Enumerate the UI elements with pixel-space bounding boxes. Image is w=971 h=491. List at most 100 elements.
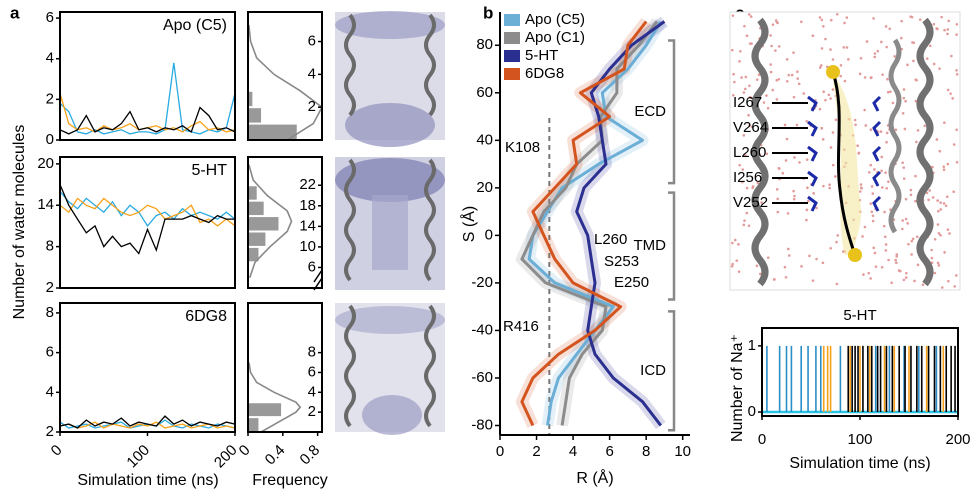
water-dot [745, 186, 749, 190]
water-dot [880, 169, 883, 173]
water-dot [939, 208, 943, 211]
water-dot [909, 188, 913, 192]
water-dot [869, 202, 873, 205]
water-dot [889, 90, 892, 94]
water-dot [940, 15, 943, 19]
plot-frame [59, 302, 236, 433]
y-tick-label: 0 [485, 226, 493, 243]
region-label: ICD [640, 362, 666, 379]
water-dot [742, 91, 746, 94]
water-dot [906, 222, 910, 225]
water-dot [745, 211, 749, 215]
water-dot [836, 234, 840, 237]
water-dot [895, 253, 899, 256]
y-tick-label: 6 [46, 9, 54, 26]
water-dot [785, 137, 789, 141]
region-bracket [668, 191, 676, 301]
water-dot [747, 224, 751, 228]
water-dot [818, 107, 822, 111]
histogram-bar [248, 232, 266, 246]
y-tick-label: 8 [308, 344, 316, 361]
water-dot [937, 264, 941, 267]
water-dot [786, 212, 790, 215]
water-dot [884, 171, 887, 174]
water-dot [808, 254, 811, 258]
fit-curve [248, 362, 302, 433]
y-tick-label: 4 [308, 65, 316, 82]
water-dot [955, 72, 959, 76]
water-dot [741, 168, 744, 171]
water-dot [834, 118, 838, 122]
water-dot [731, 14, 735, 17]
series-line [59, 191, 236, 227]
water-dot [786, 247, 790, 251]
water-dot [824, 98, 827, 102]
water-dot [735, 259, 739, 262]
y-tick-label: 20 [37, 155, 54, 172]
water-dot [793, 194, 796, 198]
water-dot [946, 228, 950, 231]
plot-frame [59, 11, 236, 141]
panel-title: 5-HT [191, 162, 227, 179]
water-dot [792, 51, 795, 54]
water-dot [845, 16, 849, 19]
water-dot [932, 22, 936, 26]
water-dot [914, 99, 918, 103]
histogram-bar [248, 108, 262, 123]
water-dot [882, 224, 886, 228]
water-dot [811, 279, 815, 282]
water-dot [829, 146, 833, 149]
water-dot [812, 192, 815, 195]
water-dot [936, 199, 939, 202]
water-dot [938, 67, 941, 70]
water-dot [807, 199, 810, 203]
water-dot [857, 151, 861, 155]
water-dot [831, 131, 835, 134]
water-dot [781, 171, 785, 175]
water-dot [931, 196, 935, 199]
histogram-bar [248, 247, 259, 262]
water-density [335, 11, 445, 39]
water-dot [928, 44, 932, 48]
x-tick-label: 4 [569, 443, 577, 460]
water-dot [930, 248, 933, 252]
water-dot [830, 18, 833, 22]
water-dot [955, 161, 959, 164]
water-dot [783, 265, 787, 269]
water-dot [891, 101, 895, 105]
water-dot [737, 270, 741, 273]
histogram-bar [248, 124, 297, 139]
legend-label: 5-HT [525, 47, 558, 64]
water-dot [829, 246, 833, 250]
water-dot [743, 219, 746, 222]
water-dot [731, 241, 734, 245]
water-dot [769, 63, 772, 66]
fit-curve [248, 164, 293, 278]
water-dot [828, 183, 831, 186]
water-dot [897, 269, 901, 272]
water-dot [910, 253, 913, 256]
water-dot [868, 171, 871, 174]
residue [807, 145, 818, 162]
water-dot [831, 88, 835, 91]
water-dot [737, 243, 740, 246]
water-dot [858, 72, 862, 76]
water-dot [771, 88, 775, 92]
water-dot [835, 282, 839, 286]
water-dot [756, 181, 760, 185]
water-dot [769, 70, 773, 74]
y-tick-label: 2 [308, 98, 316, 115]
water-dot [800, 20, 803, 24]
water-dot [749, 15, 753, 18]
water-dot [796, 77, 800, 80]
water-dot [885, 140, 888, 144]
residue [872, 145, 882, 162]
water-dot [757, 73, 761, 77]
water-dot [742, 223, 746, 227]
water-dot [835, 12, 839, 16]
x-tick-label: 2 [532, 443, 540, 460]
water-dot [936, 209, 940, 213]
water-dot [785, 79, 789, 83]
x-tick-label: 6 [605, 443, 613, 460]
legend-swatch [504, 50, 520, 62]
